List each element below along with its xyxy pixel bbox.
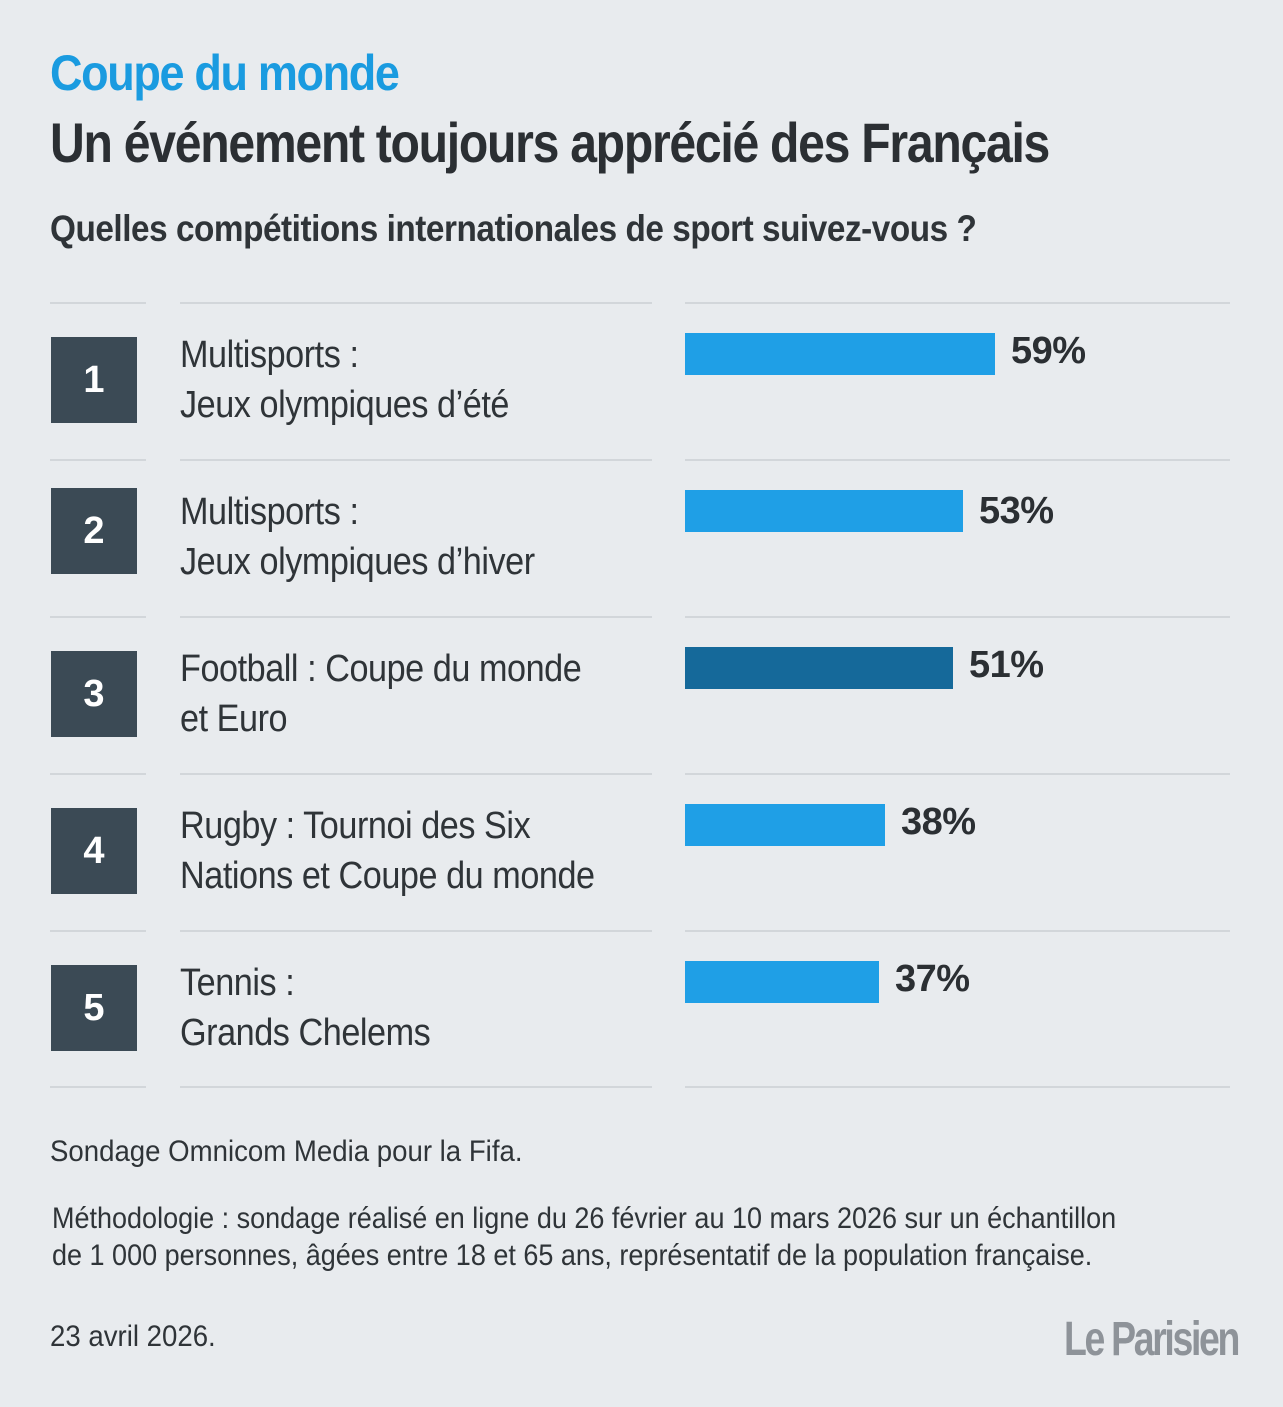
row-divider [180, 616, 652, 618]
bar [685, 647, 953, 689]
category-label: Football : Coupe du monde et Euro [180, 644, 660, 744]
category-label: Tennis : Grands Chelems [180, 958, 660, 1058]
row-divider [50, 773, 146, 775]
row-divider [180, 930, 652, 932]
rank-badge: 5 [51, 965, 137, 1051]
category-label: Rugby : Tournoi des Six Nations et Coupe … [180, 801, 660, 901]
rank-badge: 2 [51, 488, 137, 574]
category-label-line: Football : Coupe du monde [180, 648, 582, 690]
bar-value-label: 38% [901, 801, 976, 843]
row-divider [685, 930, 1230, 932]
rank-badge: 3 [51, 651, 137, 737]
row-divider [180, 1086, 652, 1088]
bar [685, 961, 879, 1003]
row-divider [685, 773, 1230, 775]
rank-badge: 1 [51, 337, 137, 423]
methodology-line: Méthodologie : sondage réalisé en ligne … [52, 1202, 1117, 1235]
row-divider [50, 616, 146, 618]
category-label-line: Jeux olympiques d’hiver [180, 541, 535, 583]
bar [685, 333, 995, 375]
category-label-line: Jeux olympiques d’été [180, 384, 509, 426]
category-label-line: Multisports : [180, 491, 359, 533]
category-label-line: Multisports : [180, 334, 359, 376]
row-divider [685, 459, 1230, 461]
row-divider [685, 616, 1230, 618]
row-divider [180, 302, 652, 304]
bar-value-label: 37% [895, 958, 970, 1000]
bar [685, 490, 963, 532]
publication-date: 23 avril 2026. [50, 1320, 216, 1353]
category-label-line: et Euro [180, 698, 288, 740]
row-divider [50, 459, 146, 461]
category-label-line: Nations et Coupe du monde [180, 855, 595, 897]
row-divider [50, 302, 146, 304]
chart-question: Quelles compétitions internationales de … [50, 208, 977, 249]
row-divider [180, 773, 652, 775]
category-label: Multisports : Jeux olympiques d’hiver [180, 487, 660, 587]
le-parisien-logo: Le Parisien [1064, 1313, 1240, 1366]
row-divider [50, 930, 146, 932]
bar-value-label: 51% [969, 644, 1044, 686]
bar-value-label: 53% [979, 490, 1054, 532]
bar-value-label: 59% [1011, 330, 1086, 372]
methodology-line: de 1 000 personnes, âgées entre 18 et 65… [52, 1239, 1093, 1272]
category-label-line: Grands Chelems [180, 1012, 431, 1054]
chart-title: Un événement toujours apprécié des Franç… [50, 111, 1050, 174]
methodology-note: Méthodologie : sondage réalisé en ligne … [52, 1200, 1234, 1274]
rank-badge: 4 [51, 808, 137, 894]
row-divider [50, 1086, 146, 1088]
category-label: Multisports : Jeux olympiques d’été [180, 330, 660, 430]
row-divider [180, 459, 652, 461]
chart-kicker: Coupe du monde [50, 45, 400, 101]
category-label-line: Tennis : [180, 962, 295, 1004]
bar [685, 804, 885, 846]
row-divider [685, 302, 1230, 304]
category-label-line: Rugby : Tournoi des Six [180, 805, 531, 847]
source-note: Sondage Omnicom Media pour la Fifa. [50, 1135, 523, 1168]
row-divider [685, 1086, 1230, 1088]
